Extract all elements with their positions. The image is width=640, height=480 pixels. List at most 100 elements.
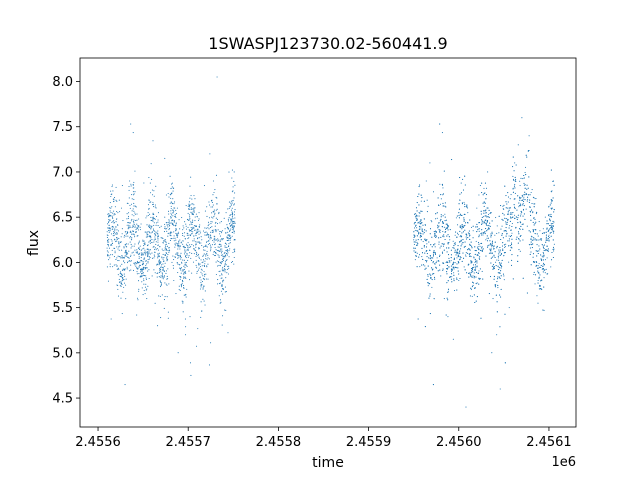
- data-point: [438, 225, 440, 227]
- data-point: [115, 199, 117, 201]
- data-point: [432, 384, 434, 386]
- data-point: [144, 251, 146, 253]
- data-point: [432, 257, 434, 259]
- data-point: [425, 267, 427, 269]
- data-point: [510, 242, 513, 244]
- data-point: [113, 200, 115, 202]
- data-point: [434, 246, 436, 248]
- data-point: [149, 256, 151, 259]
- data-point: [111, 193, 113, 195]
- data-point: [445, 261, 447, 263]
- data-point: [442, 262, 444, 264]
- data-point: [229, 223, 231, 225]
- data-point: [215, 174, 218, 176]
- data-point: [145, 260, 147, 262]
- data-point: [117, 274, 119, 276]
- data-point: [164, 262, 166, 264]
- data-point: [202, 287, 204, 289]
- data-point: [140, 254, 142, 256]
- data-point: [501, 225, 503, 227]
- data-point: [199, 230, 201, 232]
- data-point: [166, 260, 168, 262]
- data-point: [457, 267, 459, 269]
- data-point: [123, 282, 126, 284]
- data-point: [111, 244, 113, 246]
- data-point: [516, 219, 518, 221]
- data-point: [459, 253, 461, 255]
- data-point: [126, 252, 128, 254]
- data-point: [445, 219, 448, 221]
- data-point: [134, 191, 136, 193]
- data-point: [550, 231, 552, 233]
- x-tick-label: 2.4556: [75, 435, 121, 450]
- data-point: [521, 199, 523, 202]
- data-point: [176, 233, 178, 235]
- data-point: [524, 187, 526, 189]
- data-point: [192, 213, 194, 215]
- data-point: [185, 251, 187, 253]
- data-point: [501, 265, 503, 267]
- data-point: [160, 281, 162, 283]
- data-point: [481, 191, 483, 194]
- data-point: [192, 203, 194, 205]
- data-point: [136, 227, 138, 229]
- data-point: [227, 239, 229, 242]
- data-point: [417, 318, 419, 320]
- data-point: [231, 216, 233, 218]
- data-point: [143, 182, 145, 184]
- data-point: [421, 210, 423, 213]
- data-point: [200, 284, 202, 287]
- data-point: [150, 228, 152, 230]
- data-point: [212, 253, 214, 255]
- data-point: [478, 270, 480, 272]
- data-point: [538, 250, 540, 252]
- data-point: [477, 246, 479, 248]
- data-point: [234, 209, 236, 211]
- data-point: [111, 216, 114, 218]
- data-point: [481, 229, 483, 231]
- data-point: [148, 177, 150, 179]
- data-point: [520, 234, 522, 237]
- data-point: [523, 184, 525, 186]
- data-point: [168, 242, 170, 245]
- data-point: [158, 260, 160, 262]
- data-point: [152, 194, 154, 196]
- data-point: [176, 262, 178, 264]
- data-point: [471, 276, 473, 278]
- data-point: [140, 269, 142, 271]
- data-point: [509, 220, 511, 222]
- data-point: [552, 246, 555, 248]
- data-point: [164, 157, 166, 159]
- data-point: [448, 247, 450, 249]
- data-point: [517, 222, 519, 224]
- data-point: [512, 179, 515, 181]
- data-point: [220, 301, 222, 303]
- data-point: [193, 240, 195, 242]
- data-point: [161, 294, 163, 296]
- data-point: [197, 230, 199, 233]
- data-point: [432, 191, 435, 193]
- data-point: [486, 220, 488, 222]
- data-point: [526, 156, 528, 158]
- data-point: [139, 264, 142, 266]
- data-point: [231, 169, 233, 171]
- data-point: [146, 245, 149, 247]
- data-point: [443, 298, 445, 300]
- data-point: [228, 217, 230, 219]
- data-point: [458, 208, 460, 210]
- data-point: [427, 282, 429, 284]
- data-point: [116, 232, 118, 234]
- data-point: [122, 277, 124, 280]
- data-point: [540, 280, 542, 282]
- data-point: [498, 232, 500, 234]
- data-point: [166, 230, 168, 232]
- data-point: [455, 254, 457, 256]
- data-point: [205, 231, 207, 233]
- data-point: [534, 283, 536, 285]
- data-point: [221, 238, 224, 240]
- data-point: [219, 233, 221, 235]
- data-point: [164, 282, 166, 284]
- data-point: [210, 342, 212, 344]
- data-point: [185, 254, 187, 256]
- data-point: [138, 241, 140, 244]
